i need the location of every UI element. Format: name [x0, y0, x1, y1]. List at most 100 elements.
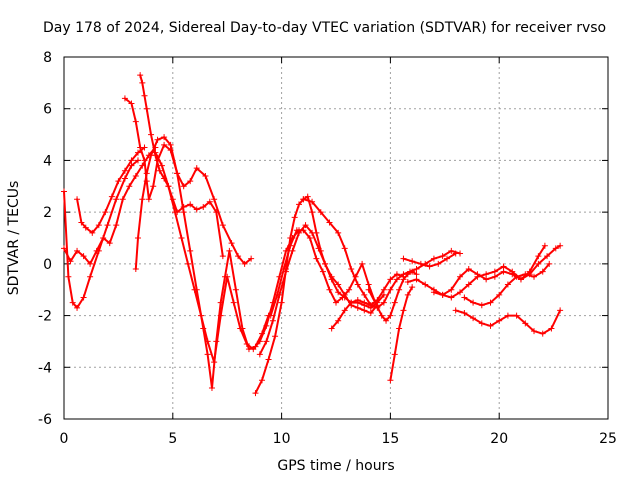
- data-point: [202, 172, 209, 179]
- data-point: [108, 193, 115, 200]
- data-point: [404, 271, 411, 278]
- data-point: [74, 304, 81, 311]
- x-tick-label: 20: [490, 431, 508, 447]
- data-point: [409, 268, 416, 275]
- data-point: [126, 183, 133, 190]
- data-point: [67, 258, 74, 265]
- data-point: [504, 281, 511, 288]
- data-point: [113, 196, 120, 203]
- data-point: [400, 255, 407, 262]
- series-track-19: [461, 260, 553, 309]
- data-point: [483, 276, 490, 283]
- data-point: [80, 294, 87, 301]
- data-point: [452, 307, 459, 314]
- data-point: [348, 299, 355, 306]
- data-point: [341, 307, 348, 314]
- grid-layer: [64, 57, 608, 419]
- data-point: [457, 289, 464, 296]
- data-point: [474, 271, 481, 278]
- data-point: [132, 118, 139, 125]
- data-point: [500, 263, 507, 270]
- data-point: [539, 268, 546, 275]
- data-point: [187, 178, 194, 185]
- data-point: [152, 149, 159, 156]
- data-point: [465, 281, 472, 288]
- data-point: [348, 266, 355, 273]
- data-point: [171, 209, 178, 216]
- data-point: [161, 141, 168, 148]
- data-point: [265, 356, 272, 363]
- data-point: [248, 255, 255, 262]
- data-point: [339, 294, 346, 301]
- data-point: [430, 255, 437, 262]
- data-point: [141, 92, 148, 99]
- data-point: [230, 299, 237, 306]
- data-point: [439, 291, 446, 298]
- data-point: [470, 315, 477, 322]
- data-point: [208, 384, 215, 391]
- data-point: [78, 219, 85, 226]
- data-point: [198, 312, 205, 319]
- chart-title: Day 178 of 2024, Sidereal Day-to-day VTE…: [43, 20, 606, 36]
- data-point: [354, 281, 361, 288]
- data-point: [346, 286, 353, 293]
- series-line-track-11: [302, 198, 461, 309]
- data-point: [400, 307, 407, 314]
- series-line-track-1: [63, 159, 139, 309]
- data-point: [430, 289, 437, 296]
- data-point: [250, 346, 257, 353]
- data-point: [61, 245, 67, 252]
- data-point: [74, 247, 81, 254]
- data-point: [165, 183, 172, 190]
- data-point: [487, 322, 494, 329]
- data-point: [313, 255, 320, 262]
- data-point: [522, 271, 529, 278]
- data-point: [185, 260, 192, 267]
- data-point: [74, 196, 81, 203]
- data-point: [100, 235, 107, 241]
- data-point: [267, 312, 274, 319]
- data-point: [322, 260, 329, 267]
- data-point: [439, 253, 446, 260]
- data-point: [354, 297, 361, 304]
- data-point: [367, 302, 374, 309]
- data-point: [193, 165, 200, 172]
- data-point: [387, 312, 394, 319]
- data-point: [128, 100, 135, 107]
- data-point: [509, 271, 516, 278]
- data-point: [272, 333, 279, 340]
- data-point: [104, 222, 111, 229]
- data-point: [448, 294, 455, 301]
- data-point: [361, 299, 368, 306]
- data-point: [461, 309, 468, 316]
- data-point: [535, 260, 542, 267]
- data-point: [193, 206, 200, 213]
- tick-layer: 0 5 10 15 20 25 -6 -4 -2 0 2 4 6 8: [38, 50, 617, 447]
- data-point: [426, 263, 433, 270]
- series-track-5: [137, 72, 226, 260]
- data-point: [204, 351, 211, 358]
- series-track-15: [400, 250, 459, 270]
- data-point: [137, 144, 144, 151]
- data-point: [211, 196, 218, 203]
- data-point: [387, 286, 394, 293]
- data-point: [333, 299, 339, 306]
- data-point: [491, 268, 498, 275]
- data-point: [263, 338, 270, 345]
- data-point: [546, 260, 553, 267]
- y-tick-label: 6: [43, 102, 52, 118]
- data-point: [134, 157, 141, 164]
- data-point: [487, 299, 494, 306]
- data-point: [335, 289, 342, 296]
- data-point: [87, 273, 94, 280]
- data-point: [102, 209, 109, 216]
- data-point: [289, 247, 296, 254]
- data-point: [365, 286, 372, 293]
- data-point: [448, 247, 455, 254]
- data-point: [404, 278, 411, 285]
- series-track-7: [152, 149, 303, 366]
- data-point: [145, 196, 152, 203]
- data-point: [513, 312, 520, 319]
- data-point: [259, 377, 266, 384]
- y-tick-label: -2: [38, 309, 52, 325]
